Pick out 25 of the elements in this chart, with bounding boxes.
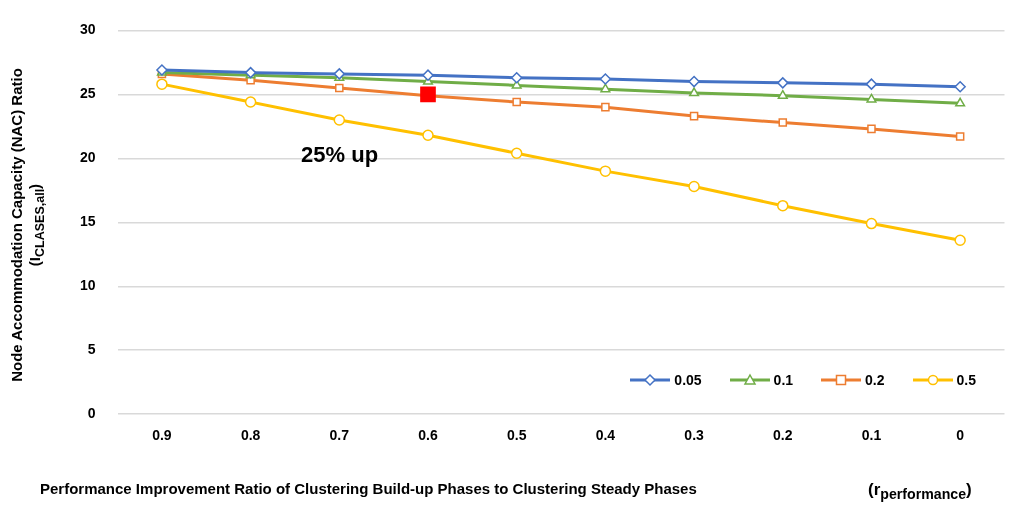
legend-label: 0.05 [674, 372, 702, 388]
x-tick-label: 0.1 [861, 427, 882, 444]
x-tick-label: 0 [956, 427, 965, 444]
x-tick-label: 0.2 [773, 427, 793, 444]
x-tick-label: 0.3 [684, 427, 705, 444]
y-tick-label: 25 [79, 85, 96, 102]
annotation: 25% up [301, 142, 379, 168]
legend-label: 0.1 [773, 372, 794, 388]
y-tick-label: 30 [79, 21, 96, 38]
legend-label: 0.5 [956, 372, 976, 388]
y-axis-title: Node Accommodation Capacity (NAC) Ratio [7, 68, 25, 382]
x-tick-label: 0.7 [329, 427, 350, 444]
x-tick-label: 0.8 [240, 427, 261, 444]
x-tick-label: 0.9 [152, 427, 172, 444]
x-tick-label: 0.4 [595, 427, 616, 444]
y-tick-label: 5 [87, 341, 96, 358]
y-tick-label: 20 [79, 149, 96, 166]
y-tick-label: 10 [79, 277, 96, 294]
y-tick-label: 15 [79, 213, 96, 230]
legend-label: 0.2 [865, 372, 885, 388]
x-axis-title: Performance Improvement Ratio of Clustering Build-up Phases to Clustering Steady Phases [40, 480, 697, 497]
x-tick-label: 0.5 [506, 427, 527, 444]
x-tick-label: 0.6 [418, 427, 438, 444]
y-tick-label: 0 [87, 405, 96, 422]
x2-axis-title: (r$_{performance}$) [868, 480, 972, 503]
